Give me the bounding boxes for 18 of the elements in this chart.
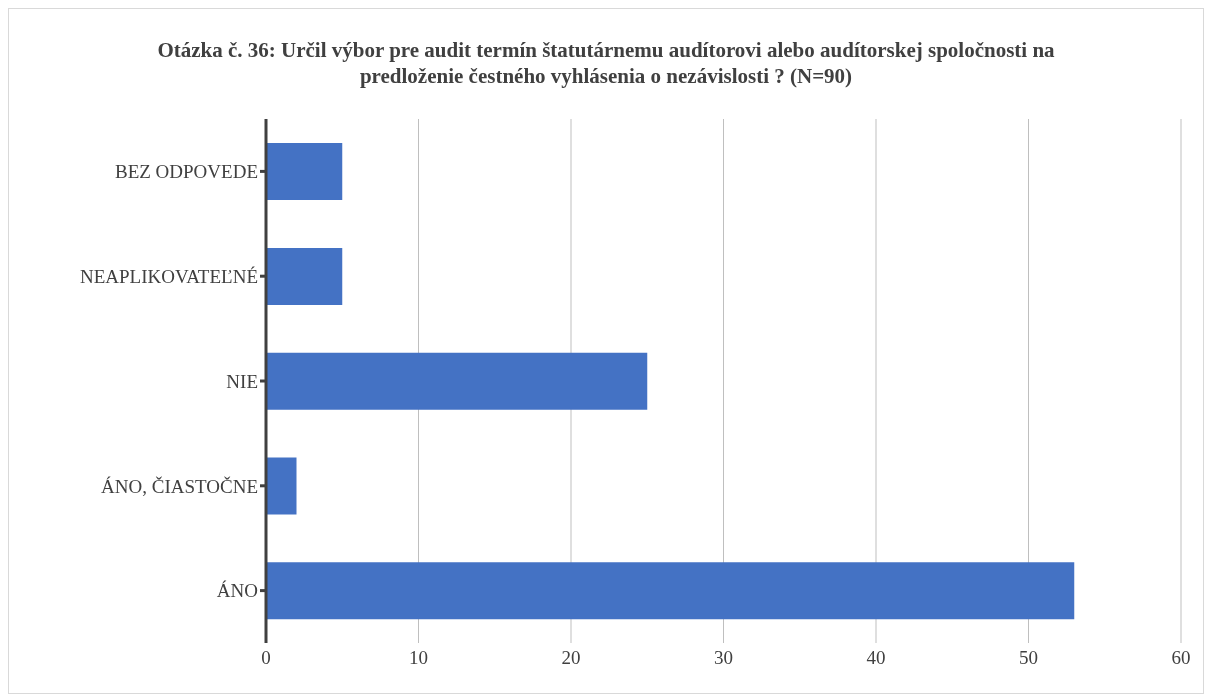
x-tick-label: 0 xyxy=(261,647,271,669)
x-tick-label: 50 xyxy=(1019,647,1038,669)
bar xyxy=(266,457,297,515)
chart-title: Otázka č. 36: Určil výbor pre audit termín štatutárnemu audítorovi alebo audítorskej spoločnosti na predloženie čestného vyhlásenia o nezávislosti ? (N=90) xyxy=(156,37,1056,89)
x-tick-label: 10 xyxy=(409,647,428,669)
bar xyxy=(266,143,343,201)
x-tick-label: 60 xyxy=(1171,647,1191,669)
x-tick-label: 30 xyxy=(714,647,733,669)
x-tick-label: 40 xyxy=(866,647,886,669)
y-tick-label: NIE xyxy=(226,370,258,392)
x-tick-label: 20 xyxy=(561,647,581,669)
bar xyxy=(266,562,1075,620)
y-tick-label: ÁNO, ČIASTOČNE xyxy=(101,475,258,497)
y-tick-label: NEAPLIKOVATEĽNÉ xyxy=(79,265,258,287)
y-tick-label: ÁNO xyxy=(216,580,258,602)
y-tick-label: BEZ ODPOVEDE xyxy=(114,161,258,183)
bar xyxy=(266,352,648,410)
bar xyxy=(266,247,343,305)
